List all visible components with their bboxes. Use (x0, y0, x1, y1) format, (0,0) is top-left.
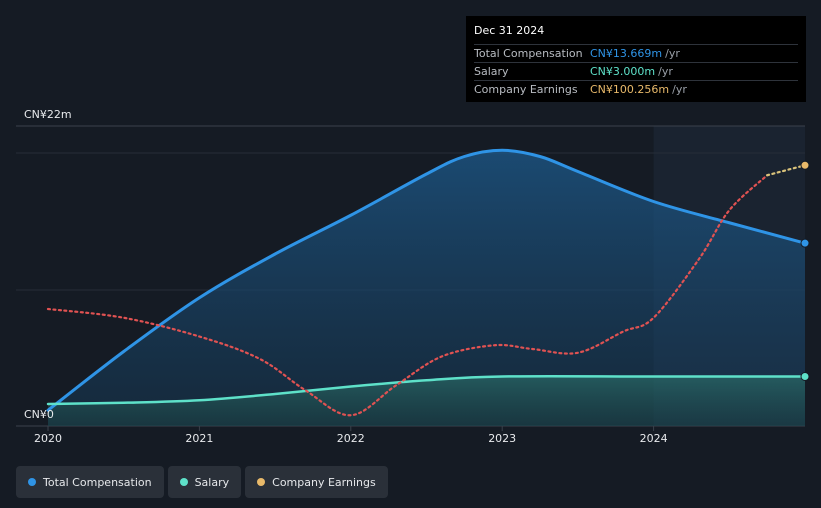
y-axis: CN¥0 CN¥22m (24, 108, 72, 421)
legend-dot-icon (179, 478, 188, 486)
legend-item-salary[interactable]: Salary (167, 466, 242, 498)
total-compensation-end-marker (800, 238, 810, 248)
salary-end-marker (800, 372, 810, 381)
y-tick-label-min: CN¥0 (24, 408, 54, 421)
salary-line (46, 374, 807, 406)
tooltip-unit: /yr (658, 65, 673, 78)
tooltip-date: Dec 31 2024 (474, 24, 798, 45)
x-tick-label: 2021 (185, 432, 213, 445)
tooltip-panel: Dec 31 2024 Total Compensation CN¥13.669… (466, 16, 806, 102)
tooltip-label: Company Earnings (474, 83, 578, 96)
legend-item-total-compensation[interactable]: Total Compensation (16, 466, 164, 498)
tooltip-value: CN¥3.000m (590, 65, 656, 78)
legend-dot-icon (28, 478, 36, 486)
company-earnings-end-marker (800, 160, 810, 170)
tooltip-value: CN¥13.669m (590, 47, 663, 60)
x-axis: 2020 2021 2022 2023 2024 (34, 426, 668, 445)
y-tick-label-max: CN¥22m (24, 108, 72, 121)
tooltip-unit: /yr (665, 47, 680, 60)
company-earnings-line-loss (46, 174, 769, 417)
company-earnings-line-profit (766, 164, 807, 177)
tooltip-row-total-compensation: Total Compensation CN¥13.669m /yr (474, 45, 798, 63)
x-tick-label: 2022 (337, 432, 365, 445)
tooltip-row-salary: Salary CN¥3.000m /yr (474, 63, 798, 81)
x-tick-label: 2020 (34, 432, 62, 445)
x-tick-label: 2024 (640, 432, 668, 445)
area-fills (48, 150, 805, 426)
legend-label: Salary (194, 475, 230, 489)
legend-item-company-earnings[interactable]: Company Earnings (245, 466, 388, 498)
series-lines (46, 148, 807, 417)
salary-area (48, 376, 805, 426)
x-tick-label: 2023 (488, 432, 516, 445)
tooltip-label: Salary (474, 65, 509, 78)
end-markers (800, 160, 810, 381)
legend-dot-icon (257, 478, 266, 486)
tooltip-unit: /yr (672, 83, 687, 96)
total-compensation-area (48, 150, 805, 426)
legend: Total Compensation Salary Company Earnin… (16, 466, 388, 498)
total-compensation-line (46, 148, 807, 412)
legend-label: Total Compensation (43, 475, 152, 489)
legend-label: Company Earnings (272, 475, 376, 489)
tooltip-value: CN¥100.256m (590, 83, 670, 96)
tooltip-label: Total Compensation (474, 47, 583, 60)
tooltip-row-company-earnings: Company Earnings CN¥100.256m /yr (474, 81, 798, 98)
